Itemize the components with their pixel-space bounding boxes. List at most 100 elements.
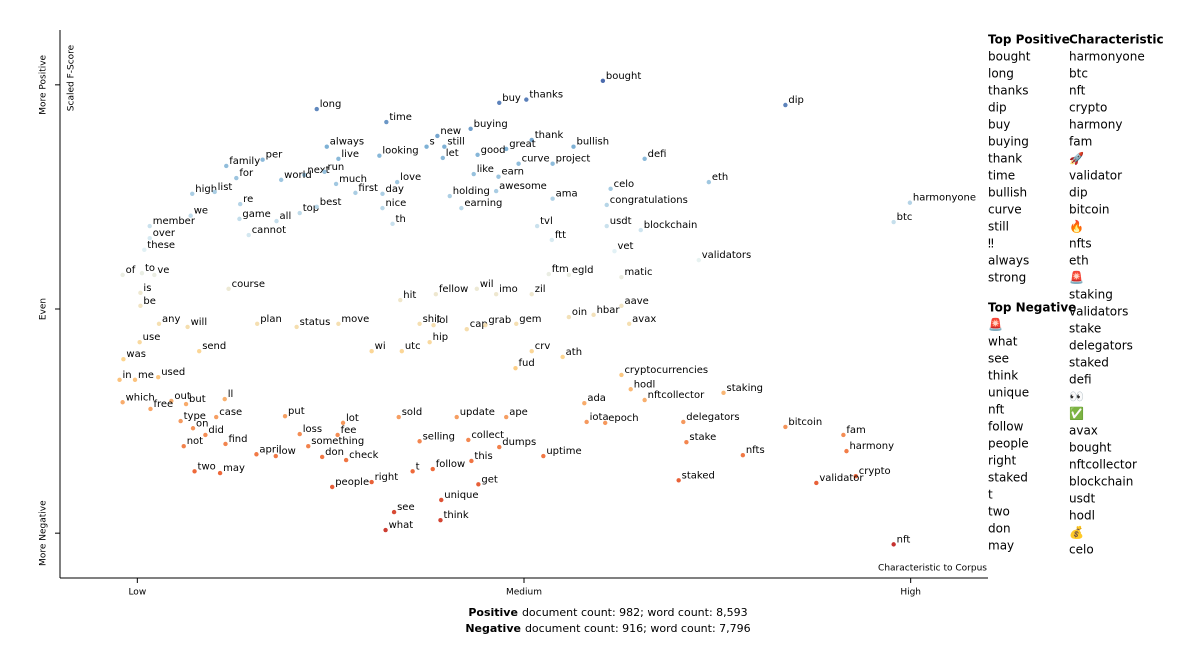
point (454, 414, 459, 420)
point (297, 210, 302, 216)
point (529, 292, 534, 297)
point (560, 354, 565, 360)
point-label: bullish (576, 137, 609, 148)
point (524, 97, 529, 102)
footer-line: Positive document count: 982; word count:… (468, 606, 747, 619)
point (203, 432, 208, 438)
point (619, 274, 624, 280)
point (504, 146, 509, 152)
list-term: 🚀 (1069, 152, 1084, 166)
point (628, 387, 633, 392)
point-label: lol (437, 315, 449, 326)
point-label: loss (303, 424, 322, 435)
point-label: t (416, 461, 420, 472)
list-term: right (988, 454, 1016, 468)
list-title: Characteristic (1069, 33, 1164, 47)
point (642, 397, 647, 403)
point-label: see (397, 502, 415, 513)
point (471, 171, 476, 177)
point-label: tvl (540, 216, 553, 227)
point (377, 153, 382, 158)
point-label: free (153, 399, 173, 410)
point-label: buy (502, 93, 521, 104)
point-label: cap (470, 319, 488, 330)
point-label: btc (897, 212, 913, 223)
point-label: to (145, 263, 155, 274)
footer-label: Negative (465, 622, 521, 635)
point (626, 321, 632, 326)
point-label: on (196, 418, 208, 429)
point-label: looking (382, 146, 418, 157)
point-label: check (349, 450, 378, 461)
list-term: strong (988, 271, 1026, 285)
point (439, 497, 444, 503)
point (681, 419, 686, 425)
point-label: love (400, 172, 421, 183)
list-term: defi (1069, 373, 1092, 387)
point (447, 193, 452, 199)
point (584, 419, 589, 425)
point-label: per (266, 150, 284, 161)
point-label: these (147, 240, 175, 251)
point (138, 290, 143, 296)
point-label: usdt (610, 216, 632, 227)
point-label: which (126, 392, 155, 403)
point-label: live (341, 149, 359, 160)
point-label: thank (535, 130, 564, 141)
point (417, 439, 422, 444)
point-label: best (320, 197, 342, 208)
list-term: ✅ (1069, 407, 1084, 421)
point-label: ftt (555, 230, 566, 241)
point-label: delegators (686, 412, 739, 423)
point-label: member (153, 216, 196, 227)
point-label: crypto (859, 466, 891, 477)
point-label: status (300, 317, 331, 328)
point-label: fee (341, 425, 357, 436)
point-label: celo (614, 179, 635, 190)
point (435, 133, 440, 139)
point-label: fud (518, 358, 534, 369)
point (783, 102, 788, 108)
point (197, 348, 202, 354)
point (541, 453, 546, 459)
point-label: thanks (529, 90, 563, 101)
list-title: Top Negative (988, 301, 1076, 315)
point (302, 172, 307, 178)
footer-line: Negative document count: 916; word count:… (465, 622, 750, 635)
list-term: crypto (1069, 101, 1107, 115)
point (394, 179, 400, 185)
point-label: not (187, 436, 203, 447)
point-label: ftm (552, 264, 569, 275)
point (137, 339, 142, 345)
point (493, 188, 499, 194)
point-label: cannot (252, 225, 286, 236)
point-label: may (223, 463, 245, 474)
point-label: fam (846, 425, 865, 436)
point (120, 400, 125, 405)
list-term: bitcoin (1069, 203, 1110, 217)
point-label: avax (632, 314, 656, 325)
point-label: world (284, 170, 312, 181)
point (390, 221, 395, 227)
point-label: gem (519, 314, 541, 325)
point-label: will (191, 317, 208, 328)
point (335, 432, 340, 438)
point (483, 322, 488, 328)
list-term: thanks (988, 84, 1028, 98)
point (147, 223, 152, 229)
point-label: out (174, 391, 190, 402)
point-label: eth (712, 172, 728, 183)
list-term: bullish (988, 186, 1027, 200)
point (306, 443, 311, 449)
point (369, 348, 374, 354)
point (120, 272, 125, 278)
point-label: two (198, 461, 216, 472)
point-label: lot (346, 413, 359, 424)
list-term: bought (988, 50, 1031, 64)
point (475, 152, 480, 157)
list-term: what (988, 335, 1018, 349)
point-label: let (446, 148, 459, 159)
point-label: hbar (597, 305, 621, 316)
point (604, 223, 609, 229)
list-term: delegators (1069, 339, 1133, 353)
